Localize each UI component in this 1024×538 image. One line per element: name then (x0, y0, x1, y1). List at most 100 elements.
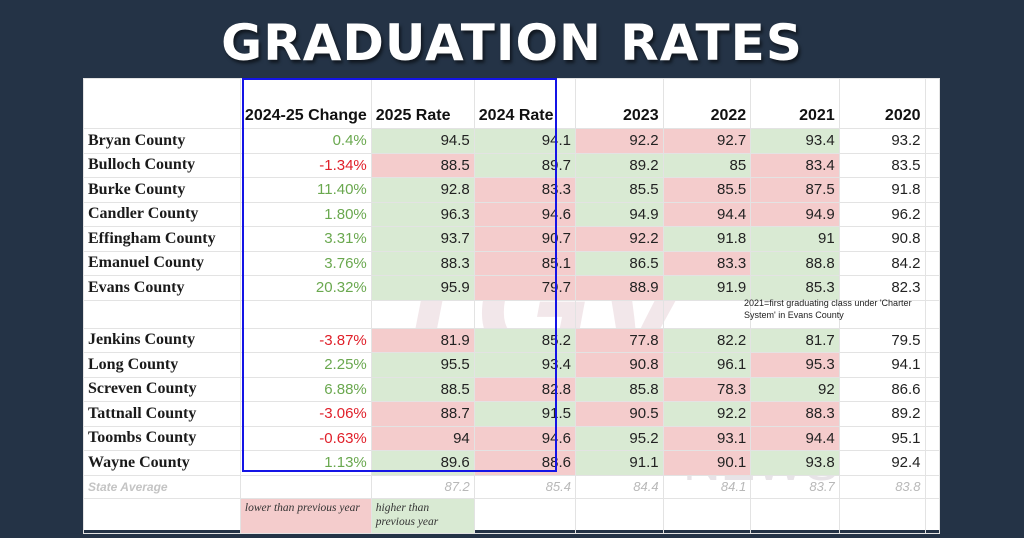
rate-value: 93.4 (473, 352, 576, 378)
county-name: Burke County (83, 177, 241, 203)
county-name: Tattnall County (83, 401, 241, 427)
county-name: Toombs County (83, 425, 241, 451)
empty-cell (574, 299, 664, 329)
table-row: Evans County 20.32% 95.9 79.7 88.9 91.9 85.3 82… (83, 275, 941, 301)
header-2024: 2024 Rate (473, 78, 576, 129)
empty-cell (473, 497, 576, 534)
legend-higher: higher than previous year (370, 497, 475, 534)
change-value: 11.40% (239, 177, 372, 203)
table-row: Screven County 6.88% 88.5 82.8 85.8 78.3 92 86.… (83, 376, 941, 402)
county-name: Jenkins County (83, 327, 241, 353)
empty-cell (370, 299, 475, 329)
rate-value: 93.4 (750, 128, 840, 154)
rate-value: 78.3 (662, 376, 752, 402)
rate-value: 88.9 (574, 275, 664, 301)
empty-cell (924, 497, 941, 534)
rate-value: 93.1 (662, 425, 752, 451)
county-name: Long County (83, 352, 241, 378)
rate-value: 93.7 (370, 226, 475, 252)
header-2020: 2020 (838, 78, 926, 129)
change-value: 2.25% (239, 352, 372, 378)
empty-cell (239, 474, 372, 499)
spacer-cell (924, 250, 941, 276)
rate-value: 88.3 (370, 250, 475, 276)
rate-value: 83.4 (750, 152, 840, 178)
state-average-value: 84.4 (574, 474, 664, 499)
table-row: Bryan County 0.4% 94.5 94.1 92.2 92.7 93.4 93.2 (83, 128, 941, 154)
rate-value: 94.6 (473, 201, 576, 227)
state-average-label: State Average (83, 474, 241, 499)
change-value: 6.88% (239, 376, 372, 402)
empty-cell (838, 497, 926, 534)
rate-value: 94.6 (473, 425, 576, 451)
rate-value: 91.9 (662, 275, 752, 301)
rate-value: 81.9 (370, 327, 475, 353)
county-name: Effingham County (83, 226, 241, 252)
rate-value: 93.2 (838, 128, 926, 154)
rate-value: 86.5 (574, 250, 664, 276)
header-2025: 2025 Rate (370, 78, 475, 129)
rate-value: 91.1 (574, 450, 664, 476)
county-name: Bulloch County (83, 152, 241, 178)
change-value: -0.63% (239, 425, 372, 451)
county-name: Bryan County (83, 128, 241, 154)
spacer-cell (924, 327, 941, 353)
spacer-cell (924, 177, 941, 203)
header-2021: 2021 (750, 78, 840, 129)
state-average-row: State Average 87.2 85.4 84.4 84.1 83.7 83.8 (83, 474, 941, 499)
rate-value: 85.1 (473, 250, 576, 276)
rate-value: 88.5 (370, 376, 475, 402)
rate-value: 94.4 (662, 201, 752, 227)
spacer-cell (924, 401, 941, 427)
rate-value: 87.5 (750, 177, 840, 203)
empty-cell (750, 299, 840, 329)
rate-value: 94.5 (370, 128, 475, 154)
header-2022: 2022 (662, 78, 752, 129)
spacer-cell (924, 128, 941, 154)
change-value: -3.87% (239, 327, 372, 353)
rate-value: 92 (750, 376, 840, 402)
empty-cell (662, 497, 752, 534)
rate-value: 88.8 (750, 250, 840, 276)
rate-value: 85.3 (750, 275, 840, 301)
header-2023: 2023 (574, 78, 664, 129)
rate-value: 77.8 (574, 327, 664, 353)
spacer-cell (924, 376, 941, 402)
rate-value: 90.8 (838, 226, 926, 252)
rate-value: 94.1 (473, 128, 576, 154)
rate-value: 85.2 (473, 327, 576, 353)
change-value: 1.13% (239, 450, 372, 476)
change-value: 3.76% (239, 250, 372, 276)
rate-value: 86.6 (838, 376, 926, 402)
empty-cell (83, 299, 241, 329)
county-name: Screven County (83, 376, 241, 402)
rate-value: 89.2 (838, 401, 926, 427)
table-row: Emanuel County 3.76% 88.3 85.1 86.5 83.3 88.8 8… (83, 250, 941, 276)
rate-value: 91.5 (473, 401, 576, 427)
table-row: Tattnall County -3.06% 88.7 91.5 90.5 92.2 88.… (83, 401, 941, 427)
rate-value: 95.5 (370, 352, 475, 378)
rate-value: 95.2 (574, 425, 664, 451)
rate-value: 91.8 (662, 226, 752, 252)
rates-table: 2024-25 Change 2025 Rate 2024 Rate 2023 … (83, 78, 941, 534)
table-row: Bulloch County -1.34% 88.5 89.7 89.2 85 83.4 83… (83, 152, 941, 178)
table-row: Candler County 1.80% 96.3 94.6 94.9 94.4 94.9 9… (83, 201, 941, 227)
rate-value: 90.1 (662, 450, 752, 476)
header-row: 2024-25 Change 2025 Rate 2024 Rate 2023 … (83, 78, 941, 129)
empty-cell (662, 299, 752, 329)
empty-cell (838, 299, 926, 329)
state-average-value: 83.8 (838, 474, 926, 499)
empty-cell (924, 299, 941, 329)
spacer-cell (924, 152, 941, 178)
rate-value: 90.5 (574, 401, 664, 427)
rate-value: 96.2 (838, 201, 926, 227)
table-row: Effingham County 3.31% 93.7 90.7 92.2 91.8 91 9… (83, 226, 941, 252)
rate-value: 90.8 (574, 352, 664, 378)
rate-value: 94.1 (838, 352, 926, 378)
rate-value: 89.7 (473, 152, 576, 178)
rate-value: 89.2 (574, 152, 664, 178)
change-value: 0.4% (239, 128, 372, 154)
rate-value: 94.9 (750, 201, 840, 227)
rate-value: 89.6 (370, 450, 475, 476)
spacer-cell (924, 201, 941, 227)
